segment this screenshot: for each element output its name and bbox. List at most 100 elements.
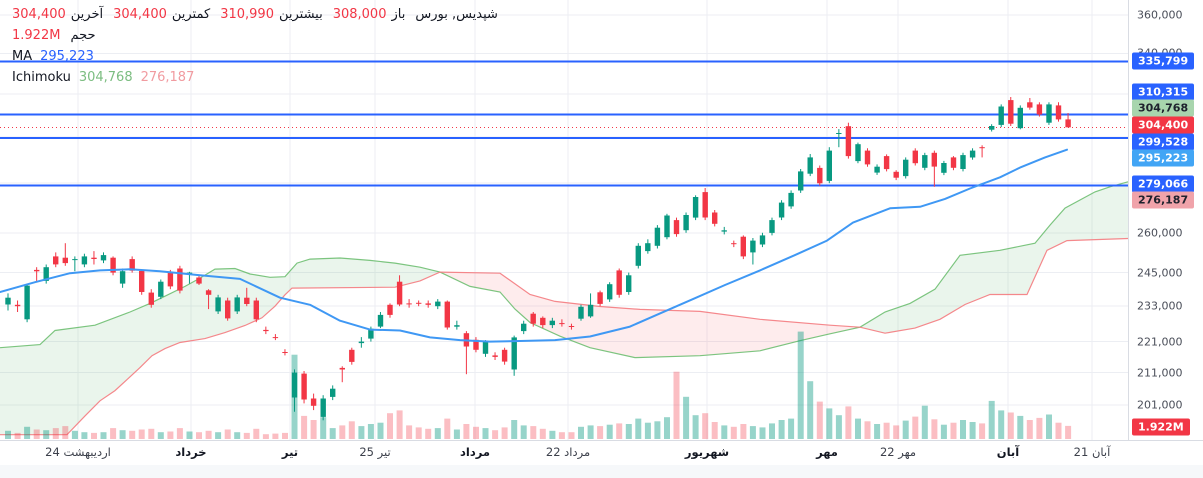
candle-up[interactable] — [874, 166, 880, 173]
candle-up[interactable] — [769, 220, 775, 233]
candle-down[interactable] — [244, 297, 250, 304]
candle-down[interactable] — [167, 272, 174, 287]
candle-up[interactable] — [435, 301, 441, 307]
candle-down[interactable] — [339, 367, 345, 370]
candle-up[interactable] — [587, 304, 594, 317]
candle-down[interactable] — [205, 290, 212, 295]
candle-down[interactable] — [864, 150, 871, 165]
candle-down[interactable] — [416, 302, 422, 304]
candle-up[interactable] — [807, 157, 813, 174]
candle-up[interactable] — [664, 215, 670, 238]
candle-down[interactable] — [301, 373, 307, 400]
candle-down[interactable] — [740, 236, 746, 257]
candle-down[interactable] — [196, 277, 202, 284]
candle-down[interactable] — [931, 152, 937, 167]
candle-down[interactable] — [1055, 105, 1062, 120]
candle-up[interactable] — [778, 202, 785, 218]
candle-down[interactable] — [1027, 102, 1033, 108]
candle-up[interactable] — [521, 323, 527, 332]
candle-down[interactable] — [129, 259, 135, 271]
candle-down[interactable] — [263, 329, 269, 332]
candle-down[interactable] — [253, 300, 259, 320]
candle-up[interactable] — [922, 155, 928, 168]
candle-down[interactable] — [1036, 104, 1043, 115]
candle-down[interactable] — [272, 337, 279, 339]
candle-up[interactable] — [549, 320, 555, 326]
candle-up[interactable] — [798, 171, 804, 191]
candle-down[interactable] — [559, 323, 565, 325]
candle-down[interactable] — [62, 257, 68, 264]
candle-down[interactable] — [845, 126, 852, 157]
candle-down[interactable] — [91, 257, 97, 259]
candle-down[interactable] — [568, 326, 575, 327]
candle-down[interactable] — [139, 271, 145, 292]
symbol-title[interactable]: شپدیس, بورس — [415, 7, 498, 22]
candle-down[interactable] — [731, 243, 737, 245]
candle-down[interactable] — [473, 339, 479, 350]
candle-up[interactable] — [826, 150, 832, 181]
candle-up[interactable] — [330, 388, 336, 397]
candle-up[interactable] — [998, 106, 1004, 125]
candle-down[interactable] — [396, 281, 403, 305]
candle-down[interactable] — [492, 355, 498, 357]
candle-up[interactable] — [692, 197, 699, 218]
candle-down[interactable] — [702, 192, 708, 218]
candle-down[interactable] — [310, 398, 317, 406]
candle-up[interactable] — [941, 163, 947, 173]
candle-up[interactable] — [635, 245, 641, 266]
candle-up[interactable] — [721, 230, 727, 232]
candle-up[interactable] — [158, 281, 164, 297]
candle-down[interactable] — [616, 270, 622, 295]
candle-up[interactable] — [626, 275, 632, 292]
candle-up[interactable] — [119, 271, 126, 284]
candle-down[interactable] — [979, 147, 985, 149]
candle-down[interactable] — [444, 301, 450, 328]
candle-up[interactable] — [482, 341, 489, 354]
price-axis[interactable]: 360,000340,000260,000245,000233,000221,0… — [1128, 0, 1203, 440]
candle-down[interactable] — [349, 349, 355, 362]
candle-down[interactable] — [893, 171, 899, 178]
candle-up[interactable] — [234, 297, 240, 312]
candle-up[interactable] — [1046, 104, 1052, 123]
candle-up[interactable] — [5, 297, 11, 305]
candle-up[interactable] — [72, 259, 78, 261]
candle-down[interactable] — [501, 349, 508, 362]
candle-up[interactable] — [903, 159, 909, 177]
ichimoku-legend-row[interactable]: Ichimoku 304,768 276,187 — [12, 69, 194, 87]
candle-up[interactable] — [750, 240, 756, 253]
candle-down[interactable] — [530, 313, 536, 324]
candle-up[interactable] — [43, 267, 49, 281]
candle-up[interactable] — [511, 337, 517, 370]
candle-down[interactable] — [177, 268, 183, 291]
candle-up[interactable] — [654, 227, 661, 246]
candle-down[interactable] — [597, 292, 603, 304]
candle-up[interactable] — [607, 284, 613, 300]
candle-down[interactable] — [282, 352, 288, 353]
candle-up[interactable] — [291, 372, 298, 398]
time-axis[interactable]: 24 اردیبهشت خرداد تیر 25 تیر مرداد 22 مرداد شه… — [0, 440, 1203, 466]
candle-up[interactable] — [186, 272, 193, 274]
candle-up[interactable] — [578, 306, 584, 319]
candle-down[interactable] — [912, 150, 918, 164]
candle-down[interactable] — [540, 317, 546, 326]
candle-up[interactable] — [1017, 107, 1023, 129]
candle-up[interactable] — [759, 235, 766, 245]
candle-up[interactable] — [855, 144, 861, 162]
candle-down[interactable] — [1065, 119, 1071, 128]
candle-up[interactable] — [320, 398, 326, 417]
candle-down[interactable] — [950, 157, 957, 168]
candle-down[interactable] — [817, 167, 823, 184]
candle-down[interactable] — [1008, 100, 1014, 124]
price-chart-canvas[interactable] — [0, 0, 1128, 440]
candle-up[interactable] — [358, 341, 365, 344]
candle-down[interactable] — [673, 220, 680, 235]
candle-down[interactable] — [425, 303, 431, 305]
candle-up[interactable] — [215, 297, 221, 312]
candle-up[interactable] — [683, 215, 689, 231]
candle-up[interactable] — [24, 285, 30, 320]
candle-up[interactable] — [368, 328, 374, 339]
candle-down[interactable] — [14, 304, 21, 307]
candle-up[interactable] — [645, 243, 651, 252]
candle-down[interactable] — [406, 303, 412, 305]
candle-down[interactable] — [712, 212, 718, 224]
